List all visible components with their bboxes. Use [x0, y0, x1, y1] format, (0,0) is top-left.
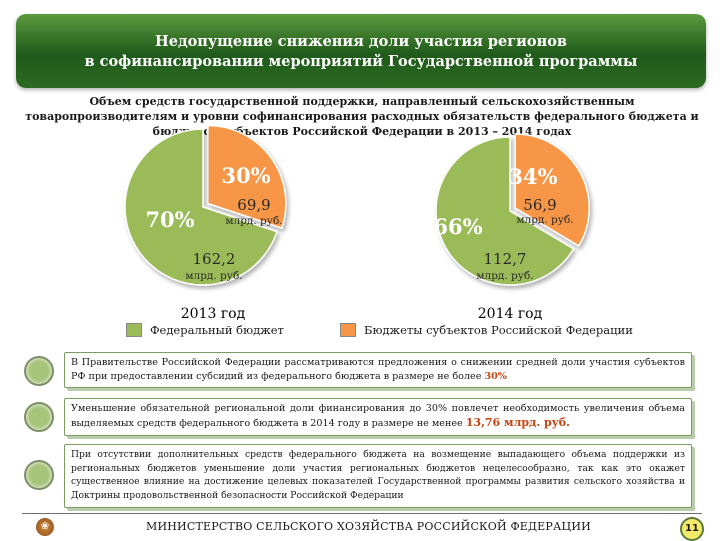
pie-2014-reg-unit: млрд. руб.: [516, 214, 573, 226]
pie-2014-fed-value: 112,7: [484, 250, 527, 268]
pie-2014-reg-percent: 34%: [508, 164, 557, 189]
pie-2013-year: 2013 год: [181, 306, 246, 322]
subtitle-line2: товаропроизводителям и уровни софинансир…: [25, 110, 699, 123]
legend-regional-label: Бюджеты субъектов Российской Федерации: [364, 323, 633, 337]
legend-regional: Бюджеты субъектов Российской Федерации: [340, 323, 633, 337]
point-2-highlight: 13,76 млрд. руб.: [465, 416, 570, 429]
pie-2013-fed-value: 162,2: [193, 250, 236, 268]
pie-2013-fed-percent: 70%: [145, 207, 194, 232]
pie-2014-fed-percent: 66%: [433, 214, 482, 239]
slice-federal-2013: [124, 128, 278, 286]
bullet-circle-1: [24, 356, 54, 386]
pie-2013-reg-unit: млрд. руб.: [225, 215, 282, 227]
slice-federal-2014: [435, 136, 575, 286]
slice-regional-2014: [514, 133, 590, 247]
slide-header: Недопущение снижения доли участия регион…: [16, 14, 706, 88]
pie-2013-reg-percent: 30%: [221, 163, 270, 188]
slide-title-line2: в софинансировании мероприятий Государст…: [84, 53, 638, 70]
chart-subtitle: Объем средств государственной поддержки,…: [22, 94, 702, 139]
slide-title-line1: Недопущение снижения доли участия регион…: [155, 33, 567, 50]
legend-regional-swatch: [340, 323, 356, 337]
bullet-circle-3: [24, 460, 54, 490]
pie-2014: 66% 34% 56,9 млрд. руб. 112,7 млрд. руб.…: [433, 133, 590, 322]
bullet-circle-2: [24, 402, 54, 432]
point-2-text: Уменьшение обязательной региональной дол…: [71, 403, 685, 429]
point-3: При отсутствии дополнительных средств фе…: [64, 444, 692, 508]
point-1-highlight: 30%: [484, 371, 507, 382]
pie-2013-fed-unit: млрд. руб.: [185, 270, 242, 282]
footer-ministry: МИНИСТЕРСТВО СЕЛЬСКОГО ХОЗЯЙСТВА РОССИЙС…: [146, 520, 591, 533]
pie-2014-year: 2014 год: [478, 306, 543, 322]
point-3-text: При отсутствии дополнительных средств фе…: [71, 449, 685, 501]
slice-regional-2013: [207, 124, 287, 230]
slide-title: Недопущение снижения доли участия регион…: [16, 32, 706, 72]
legend-federal: Федеральный бюджет: [126, 323, 284, 337]
pie-2014-fed-unit: млрд. руб.: [476, 270, 533, 282]
pie-2013: 70% 30% 69,9 млрд. руб. 162,2 млрд. руб.…: [124, 124, 287, 322]
ministry-emblem-icon: ❀: [36, 518, 54, 536]
pie-2014-reg-value: 56,9: [523, 196, 556, 214]
pie-2013-reg-value: 69,9: [237, 196, 270, 214]
footer-divider: [22, 513, 702, 514]
legend-federal-label: Федеральный бюджет: [150, 323, 284, 337]
subtitle-line3: бюджетов субъектов Российской Федерации …: [152, 125, 572, 138]
point-1: В Правительстве Российской Федерации рас…: [64, 352, 692, 388]
point-1-text: В Правительстве Российской Федерации рас…: [71, 357, 685, 382]
page-number: 11: [680, 517, 704, 541]
subtitle-line1: Объем средств государственной поддержки,…: [89, 95, 635, 108]
legend-federal-swatch: [126, 323, 142, 337]
point-2: Уменьшение обязательной региональной дол…: [64, 398, 692, 436]
